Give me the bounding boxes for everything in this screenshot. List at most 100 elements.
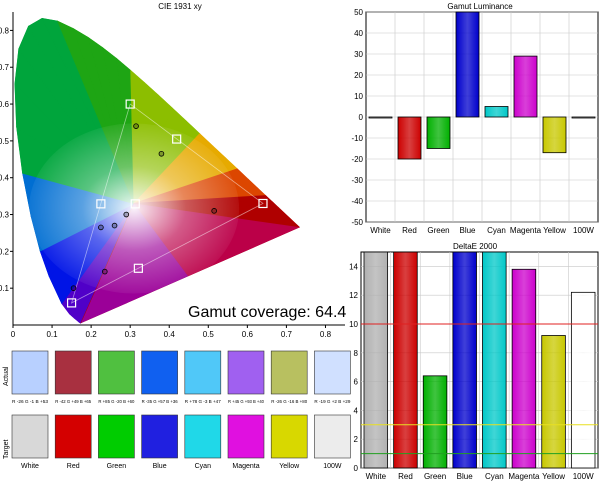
luminance-y-tick-label: 0 <box>359 113 364 122</box>
deltae-y-tick-label: 6 <box>354 378 359 387</box>
luminance-y-tick-label: 50 <box>354 8 363 17</box>
swatch-actual-white <box>11 350 49 395</box>
cie-x-tick-label: 0.4 <box>164 330 176 339</box>
swatch-delta-label: R +45 G +93 B +40 <box>228 399 264 404</box>
cie-x-tick-label: 0.6 <box>242 330 254 339</box>
deltae-x-tick-label: White <box>366 472 387 481</box>
gamut-coverage-label: Gamut coverage: 64.4 <box>188 304 346 321</box>
actual-point-white <box>123 211 130 218</box>
deltae-y-tick-label: 10 <box>349 320 358 329</box>
swatch-target-yellow <box>270 414 308 459</box>
actual-point-white <box>111 222 118 229</box>
swatch-actual-green <box>98 350 135 395</box>
deltae-x-tick-label: Cyan <box>485 472 504 481</box>
actual-point-magenta <box>101 268 108 275</box>
luminance-y-tick-label: -30 <box>351 176 363 185</box>
deltae-y-tick-label: 2 <box>354 435 359 444</box>
target-point-green <box>125 99 135 109</box>
cie-y-tick-label: 0.3 <box>0 211 10 220</box>
deltae-x-tick-label: Red <box>398 472 413 481</box>
swatch-actual-magenta <box>227 350 265 395</box>
swatch-delta-label: R -42 G +49 B +65 <box>55 399 91 404</box>
deltae-bar-green <box>422 375 448 469</box>
deltae-bar-cyan <box>482 251 507 469</box>
actual-point-green <box>133 123 139 129</box>
target-point-magenta <box>133 263 143 273</box>
swatch-delta-label: R +85 G -20 B +60 <box>98 399 134 404</box>
swatch-name-label: Magenta <box>232 463 259 470</box>
luminance-bar-blue <box>455 11 480 118</box>
luminance-x-tick-label: Magenta <box>510 226 542 235</box>
cie-x-tick-label: 0.1 <box>46 330 58 339</box>
luminance-bar-green <box>426 116 451 149</box>
swatch-name-label: Blue <box>153 463 167 470</box>
cie-x-tick-label: 0.7 <box>281 330 293 339</box>
luminance-y-tick-label: 30 <box>354 50 363 59</box>
deltae-y-tick-label: 0 <box>354 464 359 473</box>
cie-chart: CIE 1931 xy 0 0.1 0.2 0.3 0.4 0.5 0.6 0.7 0.8 0.1… <box>0 2 346 339</box>
cie-x-tick-label: 0.2 <box>86 330 98 339</box>
deltae-bar-100w <box>570 291 596 469</box>
swatch-name-label: Yellow <box>279 463 300 470</box>
cie-x-tick-label: 0 <box>11 330 16 339</box>
luminance-x-tick-label: Green <box>427 226 449 235</box>
luminance-x-tick-label: White <box>370 226 391 235</box>
swatch-delta-label: R -35 G +57 B +36 <box>142 399 178 404</box>
deltae-bar-yellow <box>541 335 566 469</box>
target-gamut-triangle <box>70 103 264 304</box>
luminance-bar-cyan <box>484 106 509 118</box>
cie-x-tick-label: 0.3 <box>125 330 137 339</box>
deltae-y-tick-label: 12 <box>349 291 358 300</box>
luminance-bar-red <box>397 116 422 160</box>
cie-y-tick-label: 0.4 <box>0 174 10 183</box>
target-point-white <box>130 199 140 209</box>
cie-title: CIE 1931 xy <box>158 2 202 11</box>
target-point-red <box>258 198 268 209</box>
target-point-yellow <box>172 134 182 144</box>
cie-y-tick-label: 0.5 <box>0 137 10 146</box>
luminance-x-tick-label: Cyan <box>487 226 506 235</box>
swatch-name-label: White <box>21 463 39 470</box>
luminance-x-tick-label: Yellow <box>543 226 566 235</box>
luminance-x-tick-label: 100W <box>573 226 594 235</box>
deltae-y-tick-label: 14 <box>349 262 358 271</box>
cie-y-tick-label: 0.7 <box>0 63 10 72</box>
luminance-bar-magenta <box>513 55 538 118</box>
swatch-delta-label: R +78 G -3 B +47 <box>185 399 221 404</box>
deltae-bar-blue <box>452 251 477 469</box>
swatch-name-label: Green <box>107 463 127 470</box>
swatch-name-label: Red <box>67 463 80 470</box>
luminance-x-tick-label: Blue <box>459 226 476 235</box>
cie-horseshoe <box>14 17 300 324</box>
luminance-y-tick-label: 40 <box>354 29 363 38</box>
deltae-title: DeltaE 2000 <box>453 242 498 251</box>
swatch-name-label: Cyan <box>195 463 211 470</box>
deltae-x-tick-label: 100W <box>573 472 594 481</box>
cie-y-tick-label: 0.8 <box>0 26 10 35</box>
luminance-y-tick-label: -10 <box>351 134 363 143</box>
swatch-target-cyan <box>184 414 222 459</box>
target-point-cyan <box>96 199 106 209</box>
swatch-row-label-actual: Actual <box>3 366 10 386</box>
cie-y-tick-label: 0.1 <box>0 284 10 293</box>
luminance-y-tick-label: -50 <box>351 218 363 227</box>
deltae-y-tick-label: 8 <box>354 349 359 358</box>
actual-point-red <box>211 208 217 214</box>
luminance-y-tick-label: 20 <box>354 71 363 80</box>
swatch-delta-label: R -26 G -16 B +80 <box>271 399 307 404</box>
swatch-target-red <box>54 414 92 459</box>
luminance-y-tick-label: 10 <box>354 92 363 101</box>
swatch-target-blue <box>141 414 178 459</box>
deltae-x-tick-label: Blue <box>457 472 474 481</box>
swatch-delta-label: R -26 G -1 B +53 <box>12 399 48 404</box>
actual-point-cyan <box>98 224 104 231</box>
deltae-x-tick-label: Magenta <box>508 472 540 481</box>
swatch-actual-red <box>54 350 92 395</box>
luminance-y-tick-label: -20 <box>351 155 363 164</box>
swatch-actual-yellow <box>270 350 308 395</box>
cie-y-tick-label: 0.6 <box>0 100 10 109</box>
deltae-bar-red <box>393 251 418 469</box>
actual-point-blue <box>70 285 77 291</box>
